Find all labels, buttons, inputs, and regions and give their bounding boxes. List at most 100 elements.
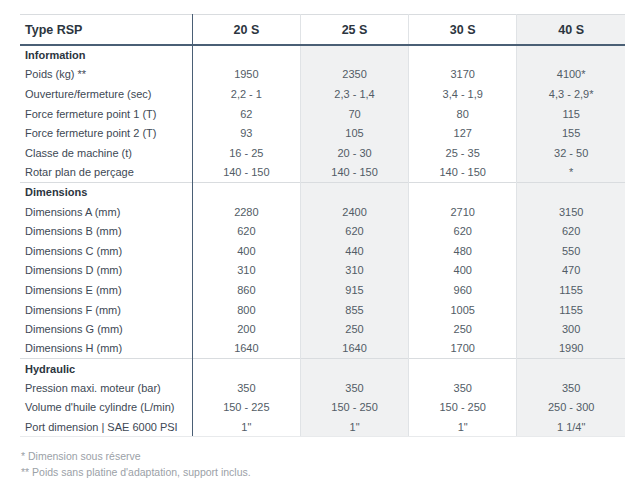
row-label: Port dimension | SAE 6000 PSI <box>20 417 192 437</box>
value-cell: 620 <box>409 221 517 241</box>
table-header-type-label: Type RSP <box>20 15 192 46</box>
row-label: Dimensions F (mm) <box>20 300 192 320</box>
value-cell: 2,2 - 1 <box>192 84 300 104</box>
value-cell: 310 <box>300 261 408 281</box>
value-cell: 620 <box>192 221 300 241</box>
section-spacer-cell <box>192 359 300 379</box>
table-body: InformationPoids (kg) **1950235031704100… <box>20 45 625 437</box>
section-spacer-cell <box>517 359 625 379</box>
value-cell: 140 - 150 <box>409 163 517 183</box>
section-spacer-cell <box>192 45 300 65</box>
table-row: Rotar plan de perçage140 - 150140 - 1501… <box>20 163 625 183</box>
value-cell: 70 <box>300 104 408 124</box>
value-cell: 2710 <box>409 202 517 222</box>
value-cell: 20 - 30 <box>300 143 408 163</box>
value-cell: 1" <box>409 417 517 437</box>
table-row: Dimensions A (mm)2280240027103150 <box>20 202 625 222</box>
row-label: Dimensions D (mm) <box>20 261 192 281</box>
value-cell: 2400 <box>300 202 408 222</box>
value-cell: 1990 <box>517 339 625 359</box>
value-cell: 3,4 - 1,9 <box>409 84 517 104</box>
row-label: Ouverture/fermeture (sec) <box>20 84 192 104</box>
value-cell: 1005 <box>409 300 517 320</box>
table-header: Type RSP 20 S25 S30 S40 S <box>20 15 625 46</box>
footnote-poids: ** Poids sans platine d'adaptation, supp… <box>21 464 601 480</box>
table-row: Dimensions D (mm)310310400470 <box>20 261 625 281</box>
value-cell: 3170 <box>409 65 517 85</box>
value-cell: 140 - 150 <box>192 163 300 183</box>
row-label: Volume d'huile cylindre (L/min) <box>20 398 192 418</box>
table-row: Dimensions E (mm)8609159601155 <box>20 280 625 300</box>
section-row-hydraulic: Hydraulic <box>20 359 625 379</box>
value-cell: 115 <box>517 104 625 124</box>
footnote-dimension: * Dimension sous réserve <box>21 448 601 464</box>
table-row: Dimensions B (mm)620620620620 <box>20 221 625 241</box>
value-cell: 1155 <box>517 280 625 300</box>
table-row: Classe de machine (t)16 - 2520 - 3025 - … <box>20 143 625 163</box>
value-cell: 350 <box>300 378 408 398</box>
section-spacer-cell <box>409 45 517 65</box>
section-spacer-cell <box>409 359 517 379</box>
value-cell: 350 <box>517 378 625 398</box>
value-cell: 16 - 25 <box>192 143 300 163</box>
table-row: Dimensions C (mm)400440480550 <box>20 241 625 261</box>
value-cell: 1640 <box>300 339 408 359</box>
value-cell: 620 <box>517 221 625 241</box>
spec-sheet-page: Type RSP 20 S25 S30 S40 S InformationPoi… <box>0 0 639 493</box>
table-row: Dimensions F (mm)80085510051155 <box>20 300 625 320</box>
value-cell: 350 <box>192 378 300 398</box>
value-cell: 620 <box>300 221 408 241</box>
section-title: Hydraulic <box>20 359 192 379</box>
value-cell: 140 - 150 <box>300 163 408 183</box>
row-label: Dimensions E (mm) <box>20 280 192 300</box>
value-cell: 480 <box>409 241 517 261</box>
row-label: Dimensions G (mm) <box>20 319 192 339</box>
column-header-25-s: 25 S <box>300 15 408 46</box>
table-row: Poids (kg) **1950235031704100* <box>20 65 625 85</box>
value-cell: 960 <box>409 280 517 300</box>
column-header-30-s: 30 S <box>409 15 517 46</box>
value-cell: 62 <box>192 104 300 124</box>
value-cell: 300 <box>517 319 625 339</box>
value-cell: 2280 <box>192 202 300 222</box>
value-cell: 3150 <box>517 202 625 222</box>
section-row-dimensions: Dimensions <box>20 182 625 202</box>
table-row: Dimensions G (mm)200250250300 <box>20 319 625 339</box>
table-row: Dimensions H (mm)1640164017001990 <box>20 339 625 359</box>
table-row: Port dimension | SAE 6000 PSI1"1"1"1 1/4… <box>20 417 625 437</box>
value-cell: * <box>517 163 625 183</box>
value-cell: 150 - 250 <box>300 398 408 418</box>
column-header-40-s: 40 S <box>517 15 625 46</box>
row-label: Pression maxi. moteur (bar) <box>20 378 192 398</box>
value-cell: 93 <box>192 123 300 143</box>
value-cell: 2350 <box>300 65 408 85</box>
value-cell: 4,3 - 2,9* <box>517 84 625 104</box>
table-row: Pression maxi. moteur (bar)350350350350 <box>20 378 625 398</box>
row-label: Dimensions B (mm) <box>20 221 192 241</box>
value-cell: 470 <box>517 261 625 281</box>
value-cell: 105 <box>300 123 408 143</box>
section-spacer-cell <box>192 182 300 202</box>
footnotes: * Dimension sous réserve ** Poids sans p… <box>21 448 601 480</box>
section-spacer-cell <box>517 182 625 202</box>
value-cell: 1640 <box>192 339 300 359</box>
value-cell: 855 <box>300 300 408 320</box>
row-label: Classe de machine (t) <box>20 143 192 163</box>
value-cell: 150 - 250 <box>409 398 517 418</box>
section-spacer-cell <box>517 45 625 65</box>
value-cell: 2,3 - 1,4 <box>300 84 408 104</box>
value-cell: 1950 <box>192 65 300 85</box>
value-cell: 440 <box>300 241 408 261</box>
section-spacer-cell <box>300 182 408 202</box>
value-cell: 150 - 225 <box>192 398 300 418</box>
section-title: Dimensions <box>20 182 192 202</box>
value-cell: 400 <box>192 241 300 261</box>
value-cell: 4100* <box>517 65 625 85</box>
value-cell: 80 <box>409 104 517 124</box>
value-cell: 1700 <box>409 339 517 359</box>
table-header-row: Type RSP 20 S25 S30 S40 S <box>20 15 625 46</box>
value-cell: 1" <box>192 417 300 437</box>
value-cell: 400 <box>409 261 517 281</box>
value-cell: 1" <box>300 417 408 437</box>
table-row: Ouverture/fermeture (sec)2,2 - 12,3 - 1,… <box>20 84 625 104</box>
